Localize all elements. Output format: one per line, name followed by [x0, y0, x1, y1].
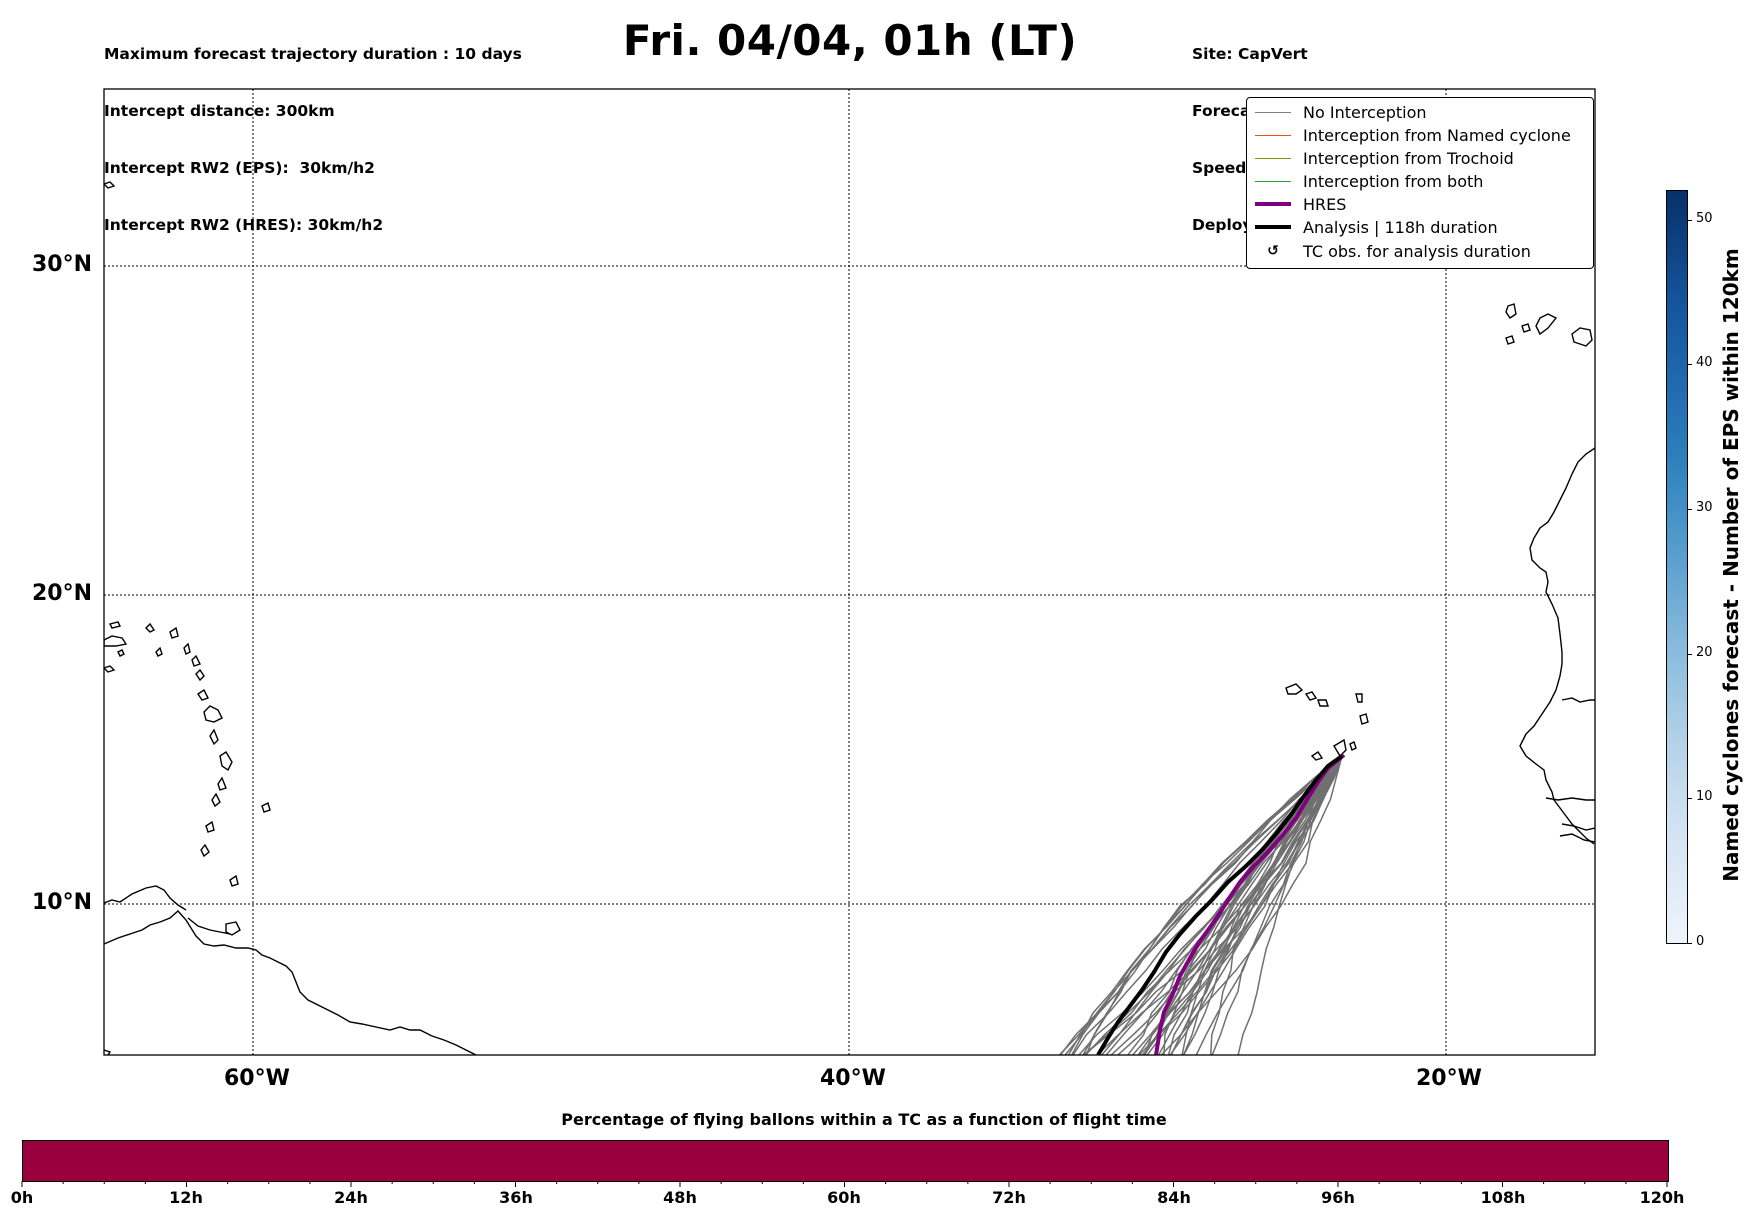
legend-swatch — [1255, 225, 1291, 229]
timebar-tick-label: 120h — [1639, 1188, 1685, 1207]
timebar-tick-label: 48h — [663, 1188, 697, 1207]
timebar-tick-label: 84h — [1157, 1188, 1191, 1207]
colorbar-tick-label: 0 — [1696, 934, 1705, 949]
max-duration-text: Maximum forecast trajectory duration : 1… — [104, 45, 522, 63]
eps-trajectory-line — [1067, 755, 1343, 1055]
header-left-info: Maximum forecast trajectory duration : 1… — [104, 7, 522, 254]
site-text: Site: CapVert — [1192, 45, 1308, 63]
analysis-trajectory — [1096, 754, 1344, 1055]
map-content — [104, 89, 1595, 1055]
legend-label: No Interception — [1303, 102, 1427, 122]
legend-swatch — [1255, 180, 1291, 182]
colorbar-tick — [1687, 654, 1692, 655]
eps-trajectory-line — [1160, 755, 1343, 1055]
eps-trajectory-line — [1082, 755, 1343, 1055]
legend-item-named-cyclone: Interception from Named cyclone — [1255, 124, 1571, 146]
legend-item-analysis: Analysis | 118h duration — [1255, 216, 1498, 238]
legend-swatch — [1255, 134, 1291, 136]
lat-label-20n: 20°N — [32, 581, 93, 606]
legend-label: Interception from Named cyclone — [1303, 125, 1571, 145]
graticule — [104, 89, 1595, 1055]
cyclone-count-colorbar — [1666, 190, 1688, 944]
timebar-tick-label: 72h — [992, 1188, 1026, 1207]
legend-swatch — [1255, 202, 1291, 206]
timebar-tick-label: 96h — [1321, 1188, 1355, 1207]
legend-item-no-interception: No Interception — [1255, 101, 1427, 123]
colorbar-tick-label: 20 — [1696, 645, 1713, 660]
legend-label: Interception from both — [1303, 171, 1484, 191]
lon-label-40w: 40°W — [820, 1066, 886, 1091]
eps-trajectory-line — [1138, 755, 1343, 1055]
legend-swatch — [1255, 157, 1291, 159]
legend-item-both: Interception from both — [1255, 170, 1483, 192]
colorbar-tick-label: 30 — [1696, 500, 1713, 515]
legend-item-hres: HRES — [1255, 193, 1346, 215]
timebar-tick-label: 60h — [827, 1188, 861, 1207]
timebar-tick-label: 0h — [10, 1188, 34, 1207]
colorbar-tick — [1687, 509, 1692, 510]
eps-trajectory-line — [1131, 755, 1343, 1055]
map-frame — [103, 88, 1596, 1056]
page-title: Fri. 04/04, 01h (LT) — [622, 16, 1078, 65]
eps-trajectory-line — [1070, 755, 1343, 1055]
eps-trajectory-line — [1116, 755, 1343, 1055]
legend-label: HRES — [1303, 194, 1347, 214]
legend-label: Interception from Trochoid — [1303, 148, 1514, 168]
intercept-hres-text: Intercept RW2 (HRES): 30km/h2 — [104, 216, 384, 234]
legend-swatch — [1255, 111, 1291, 113]
legend-item-trochoid: Interception from Trochoid — [1255, 147, 1514, 169]
timebar-tick-label: 12h — [169, 1188, 203, 1207]
colorbar-tick — [1687, 220, 1692, 221]
timebar-fill — [22, 1140, 1669, 1182]
legend-item-tc-obs: ↺ TC obs. for analysis duration — [1255, 240, 1531, 262]
colorbar-tick-label: 50 — [1696, 211, 1713, 226]
cyclone-symbol-icon: ↺ — [1267, 243, 1279, 259]
colorbar-tick — [1687, 943, 1692, 944]
lat-label-30n: 30°N — [32, 252, 93, 277]
eps-trajectory-line — [1181, 755, 1343, 1055]
legend-label: Analysis | 118h duration — [1303, 217, 1498, 237]
timebar-tick-label: 108h — [1480, 1188, 1526, 1207]
colorbar-tick — [1687, 364, 1692, 365]
intercept-eps-text: Intercept RW2 (EPS): 30km/h2 — [104, 159, 375, 177]
timebar-tick-label: 36h — [499, 1188, 533, 1207]
lat-label-10n: 10°N — [32, 890, 93, 915]
hres-trajectory — [1154, 753, 1346, 1055]
lon-label-60w: 60°W — [224, 1066, 290, 1091]
coastlines — [104, 181, 1595, 1055]
map-legend: No Interception Interception from Named … — [1246, 97, 1594, 269]
eps-trajectory-line — [1182, 755, 1343, 1055]
lon-label-20w: 20°W — [1416, 1066, 1482, 1091]
intercept-distance-text: Intercept distance: 300km — [104, 102, 335, 120]
timebar-title: Percentage of flying ballons within a TC… — [561, 1110, 1167, 1129]
timebar-tick-label: 24h — [334, 1188, 368, 1207]
colorbar-tick-label: 40 — [1696, 355, 1713, 370]
legend-label: TC obs. for analysis duration — [1303, 241, 1531, 261]
colorbar-tick-label: 10 — [1696, 789, 1713, 804]
colorbar-tick — [1687, 798, 1692, 799]
